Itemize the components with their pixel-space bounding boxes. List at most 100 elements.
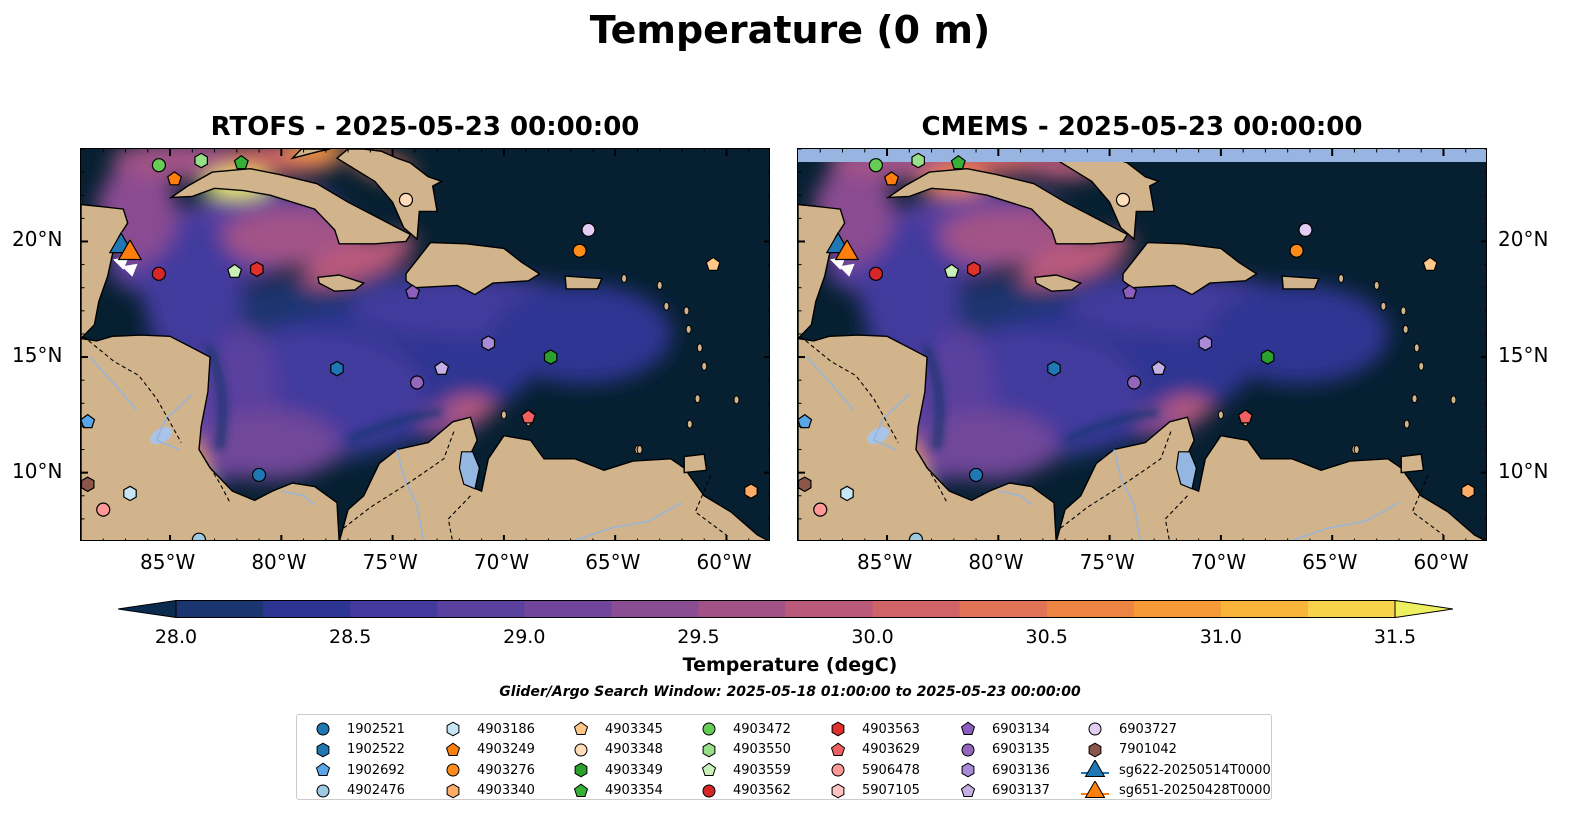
land-southam (339, 416, 769, 540)
colorbar-segment (872, 600, 961, 618)
legend-item: 4903563 (822, 719, 920, 739)
legend-item: 4903472 (693, 719, 791, 739)
float-4903340[interactable] (1461, 483, 1475, 499)
float-4903249[interactable] (883, 171, 900, 186)
lake-nicaragua (150, 427, 173, 445)
rtofs-map-svg[interactable] (81, 149, 770, 541)
float-6903137[interactable] (1151, 360, 1167, 375)
search-window-text: Glider/Argo Search Window: 2025-05-18 01… (499, 684, 1081, 700)
float-6903137[interactable] (434, 360, 450, 375)
map-panel-rtofs[interactable] (80, 148, 770, 541)
float-1902522[interactable] (1047, 360, 1061, 377)
float-1902692[interactable] (81, 413, 96, 429)
float-4903563[interactable] (250, 261, 264, 278)
float-4903186[interactable] (840, 485, 854, 502)
float-4903186[interactable] (123, 485, 137, 502)
float-6903135[interactable] (409, 375, 425, 390)
land-trinidad (1400, 453, 1425, 474)
float-4903550[interactable] (911, 152, 926, 169)
float-4903349[interactable] (1260, 349, 1275, 365)
float-4903354[interactable] (950, 154, 966, 170)
float-6903136[interactable] (481, 335, 496, 351)
legend-label: 4903559 (733, 762, 791, 778)
legend-item: 4903559 (693, 760, 791, 780)
lat-tick-label-right: 10°N (1498, 458, 1549, 483)
float-4903348[interactable] (398, 192, 414, 207)
float-5906478[interactable] (813, 502, 828, 517)
hexagon-marker-icon (446, 783, 460, 798)
legend-label: sg622-20250514T0000 (1119, 762, 1271, 778)
float-4902476[interactable] (908, 532, 924, 541)
lon-tick-label: 65°W (1302, 550, 1358, 574)
float-4903559[interactable] (227, 263, 243, 278)
float-4903349[interactable] (543, 349, 558, 365)
float-4903629[interactable] (1237, 409, 1253, 424)
float-7901042[interactable] (798, 476, 812, 493)
cmems-map-svg[interactable] (798, 149, 1487, 541)
float-4902476[interactable] (191, 532, 207, 541)
float-4903550[interactable] (194, 152, 209, 169)
float-4903472[interactable] (868, 158, 884, 173)
hexagon-marker-icon (316, 742, 330, 757)
float-1902522[interactable] (330, 360, 344, 377)
float-4903472[interactable] (151, 158, 167, 173)
float-4903559[interactable] (944, 263, 960, 278)
legend-item: 4902476 (307, 781, 405, 801)
legend-item: 6903136 (952, 760, 1050, 780)
legend-item: 4903629 (822, 740, 920, 760)
legend-label: 4902476 (347, 783, 405, 798)
float-6903134[interactable] (405, 284, 421, 299)
colorbar-segment (698, 600, 786, 618)
glider-sg651-20250428T0000[interactable] (117, 238, 143, 261)
float-4903562[interactable] (868, 266, 884, 281)
legend-item: 1902522 (307, 740, 405, 760)
land-isles (335, 149, 444, 241)
float-4903276[interactable] (1289, 243, 1304, 258)
legend-item: 4903348 (565, 740, 663, 760)
legend-label: 5906478 (862, 762, 920, 778)
colorbar-tick-label: 30.5 (1025, 626, 1068, 648)
land-puerto (564, 275, 603, 290)
float-4903276[interactable] (572, 243, 587, 258)
colorbar-tick-label: 31.5 (1373, 626, 1417, 648)
float-4903249[interactable] (166, 171, 183, 186)
lon-tick-label: 85°W (140, 550, 196, 574)
legend-label: 4903249 (477, 742, 535, 757)
float-5906478[interactable] (96, 502, 111, 517)
float-4903340[interactable] (744, 483, 758, 499)
colorbar-segment (1307, 600, 1396, 618)
float-6903136[interactable] (1198, 335, 1213, 351)
land-areas (81, 149, 769, 540)
legend-item: 1902521 (307, 719, 405, 739)
legend-item: 4903349 (565, 760, 663, 780)
float-1902692[interactable] (798, 413, 813, 429)
lon-tick-label: 60°W (1413, 550, 1469, 574)
float-4903348[interactable] (1115, 192, 1131, 207)
float-4903562[interactable] (151, 266, 167, 281)
float-6903727[interactable] (581, 222, 596, 238)
legend-label: 1902692 (347, 762, 405, 778)
float-1902521[interactable] (968, 467, 984, 483)
colorbar-tick-label: 28.0 (154, 626, 198, 648)
glider-sg651-20250428T0000[interactable] (834, 238, 860, 261)
float-6903134[interactable] (1122, 284, 1138, 299)
map-panel-cmems[interactable] (797, 148, 1487, 541)
float-4903563[interactable] (967, 261, 981, 278)
float-4903354[interactable] (233, 154, 249, 170)
float-4903345[interactable] (1422, 256, 1438, 272)
pentagon-marker-icon (315, 762, 331, 776)
lon-tick-label: 75°W (362, 550, 418, 574)
float-4903629[interactable] (520, 409, 536, 424)
land-trinidad (683, 453, 708, 474)
circle-marker-icon (831, 763, 845, 777)
legend-item: 4903186 (437, 719, 535, 739)
hexagon-marker-icon (961, 762, 975, 778)
float-1902521[interactable] (251, 467, 267, 483)
float-6903135[interactable] (1126, 375, 1142, 390)
hexagon-marker-icon (1088, 742, 1102, 757)
float-4903345[interactable] (705, 256, 721, 272)
float-7901042[interactable] (81, 476, 95, 493)
float-6903727[interactable] (1298, 222, 1313, 238)
land-bahamas2 (290, 149, 331, 160)
pentagon-marker-icon (830, 742, 846, 756)
